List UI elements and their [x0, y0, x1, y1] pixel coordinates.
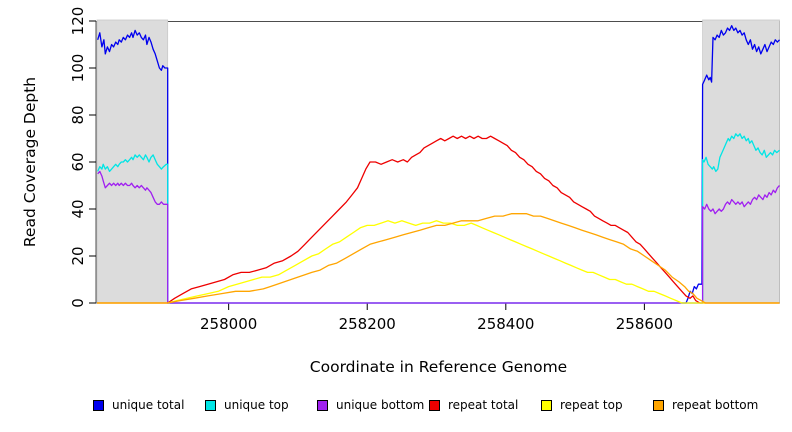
legend-label-repeat-top: repeat top — [560, 398, 623, 412]
x-tick-label: 258600 — [616, 315, 673, 333]
plot-box — [95, 21, 780, 304]
shaded-region-left — [96, 19, 169, 304]
legend-swatch-unique-total — [93, 399, 104, 411]
x-axis-label: Coordinate in Reference Genome — [309, 358, 568, 376]
legend-item-unique-total: unique total — [93, 398, 184, 412]
legend-swatch-repeat-total — [429, 399, 440, 411]
legend-item-unique-top: unique top — [205, 398, 289, 412]
legend-label-unique-bottom: unique bottom — [336, 398, 425, 412]
x-tick-label: 258000 — [200, 315, 257, 333]
legend-swatch-unique-top — [205, 399, 216, 411]
series-line-repeat-bottom — [97, 213, 780, 304]
y-tick-label: 0 — [69, 298, 87, 308]
legend-item-repeat-total: repeat total — [429, 398, 518, 412]
legend-label-unique-total: unique total — [112, 398, 185, 412]
series-line-unique-bottom — [97, 170, 780, 304]
y-tick-label: 40 — [69, 199, 87, 218]
legend-item-repeat-top: repeat top — [541, 398, 623, 412]
legend-label-unique-top: unique top — [224, 398, 289, 412]
series-line-repeat-top — [97, 220, 780, 304]
series-group — [97, 25, 780, 304]
legend-label-repeat-total: repeat total — [448, 398, 519, 412]
plot-canvas: 258000 258200 258400 258600 0 20 40 60 80 100 120 — [69, 7, 780, 333]
y-axis-label: Read Coverage Depth — [21, 76, 39, 248]
legend-label-repeat-bottom: repeat bottom — [672, 398, 759, 412]
y-tick-label: 100 — [69, 54, 87, 83]
series-line-unique-top — [97, 133, 780, 304]
x-tick-label: 258400 — [477, 315, 534, 333]
y-tick-label: 120 — [69, 7, 87, 36]
series-line-unique-total — [97, 25, 780, 304]
series-line-repeat-total — [97, 135, 780, 304]
x-tick-label: 258200 — [339, 315, 396, 333]
y-tick-label: 60 — [69, 152, 87, 171]
y-tick-label: 20 — [69, 246, 87, 265]
legend-item-unique-bottom: unique bottom — [317, 398, 424, 412]
legend-item-repeat-bottom: repeat bottom — [653, 398, 758, 412]
legend-swatch-repeat-top — [541, 399, 552, 411]
legend-swatch-repeat-bottom — [653, 399, 664, 411]
shaded-region-right — [702, 19, 780, 304]
y-tick-label: 80 — [69, 105, 87, 124]
legend-swatch-unique-bottom — [317, 399, 328, 411]
legend: unique total unique top unique bottom re… — [0, 396, 792, 420]
